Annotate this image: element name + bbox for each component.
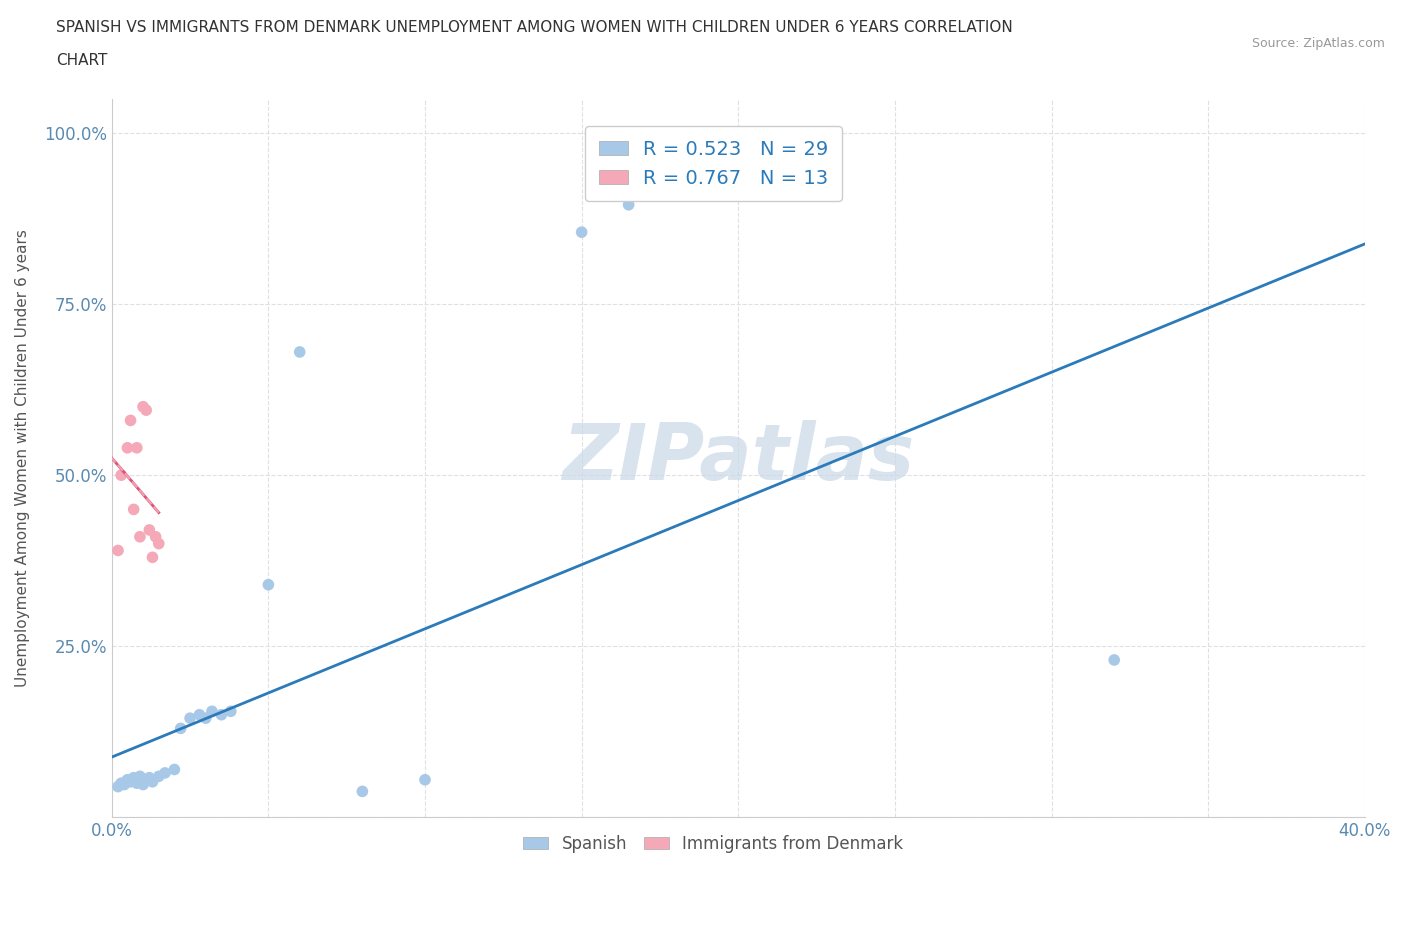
Point: [179, 711, 201, 725]
Point: [122, 770, 145, 785]
Point: [135, 403, 157, 418]
Point: [145, 529, 167, 544]
Point: [117, 772, 139, 787]
Y-axis label: Unemployment Among Women with Children Under 6 years: Unemployment Among Women with Children U…: [15, 229, 30, 687]
Point: [352, 784, 374, 799]
Text: Source: ZipAtlas.com: Source: ZipAtlas.com: [1251, 37, 1385, 50]
Point: [188, 708, 211, 723]
Point: [117, 440, 139, 455]
Point: [138, 523, 160, 538]
Text: SPANISH VS IMMIGRANTS FROM DENMARK UNEMPLOYMENT AMONG WOMEN WITH CHILDREN UNDER : SPANISH VS IMMIGRANTS FROM DENMARK UNEMP…: [56, 20, 1012, 35]
Point: [148, 537, 170, 551]
Point: [125, 776, 148, 790]
Point: [194, 711, 217, 725]
Point: [132, 777, 155, 792]
Text: ZIPatlas: ZIPatlas: [562, 420, 914, 496]
Point: [132, 399, 155, 414]
Point: [148, 769, 170, 784]
Point: [201, 704, 224, 719]
Point: [617, 197, 640, 212]
Point: [112, 777, 135, 792]
Point: [153, 765, 176, 780]
Point: [120, 775, 142, 790]
Point: [125, 440, 148, 455]
Point: [571, 225, 593, 240]
Point: [141, 775, 163, 790]
Point: [110, 468, 132, 483]
Point: [135, 772, 157, 787]
Point: [138, 770, 160, 785]
Point: [219, 704, 242, 719]
Point: [129, 769, 152, 784]
Point: [413, 772, 436, 787]
Point: [209, 708, 232, 723]
Point: [107, 543, 129, 558]
Point: [107, 779, 129, 794]
Point: [1102, 653, 1125, 668]
Point: [129, 529, 152, 544]
Point: [120, 413, 142, 428]
Legend: Spanish, Immigrants from Denmark: Spanish, Immigrants from Denmark: [516, 828, 910, 859]
Point: [122, 502, 145, 517]
Text: CHART: CHART: [56, 53, 108, 68]
Point: [257, 578, 280, 592]
Point: [163, 762, 186, 777]
Point: [141, 550, 163, 565]
Point: [169, 721, 191, 736]
Point: [110, 776, 132, 790]
Point: [288, 344, 311, 359]
